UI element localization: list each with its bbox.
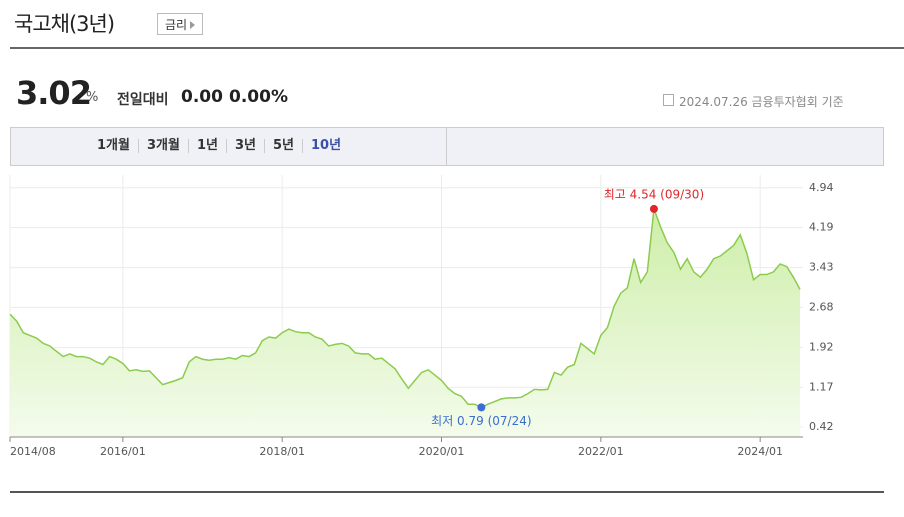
tab[interactable]: 1개월 <box>97 138 130 153</box>
y-tick-label: 1.17 <box>809 380 834 393</box>
x-tick-label: 2024/01 <box>737 445 783 458</box>
annotation-dot <box>649 204 658 213</box>
tabs: 1개월 3개월 1년 3년 5년 10년 <box>97 139 349 153</box>
tab[interactable]: 5년 <box>263 139 302 153</box>
price: 3.02 <box>16 74 92 112</box>
x-tick-label: 2020/01 <box>419 445 465 458</box>
tab[interactable]: 10년 <box>301 139 349 153</box>
page-title: 국고채(3년) <box>14 12 115 36</box>
source-icon <box>663 94 674 106</box>
rate-button[interactable]: 금리 <box>157 13 203 35</box>
divider <box>10 47 904 49</box>
area <box>10 208 800 437</box>
annotation-label: 최저 0.79 (07/24) <box>431 414 531 428</box>
y-tick-label: 2.68 <box>809 300 834 313</box>
change: 0.00 <box>181 87 223 107</box>
y-tick-label: 4.94 <box>809 181 834 194</box>
line <box>9 208 801 409</box>
tab[interactable]: 1년 <box>187 139 226 153</box>
tab-separator <box>446 127 447 166</box>
tab[interactable]: 3년 <box>225 139 264 153</box>
y-tick-label: 0.42 <box>809 420 834 433</box>
source: 2024.07.26 금융투자협회 기준 <box>679 95 844 109</box>
x-tick-label: 2018/01 <box>259 445 305 458</box>
x-tick-label: 2014/08 <box>10 445 56 458</box>
annotation-dot <box>477 403 486 412</box>
x-tick-label: 2022/01 <box>578 445 624 458</box>
y-tick-label: 1.92 <box>809 341 834 354</box>
divider <box>10 491 884 493</box>
chart: 0.42 1.17 1.92 2.68 3.43 4.19 4.94 2014/08 2016/… <box>9 175 834 458</box>
annotation-label: 최고 4.54 (09/30) <box>604 187 704 201</box>
y-tick-label: 4.19 <box>809 220 834 233</box>
tab-bar <box>10 127 884 166</box>
price-unit: % <box>86 90 99 105</box>
change-pct: 0.00% <box>229 87 288 107</box>
y-tick-label: 3.43 <box>809 261 834 274</box>
change-label: 전일대비 <box>117 92 169 108</box>
tab[interactable]: 3개월 <box>137 139 188 153</box>
x-tick-label: 2016/01 <box>100 445 146 458</box>
